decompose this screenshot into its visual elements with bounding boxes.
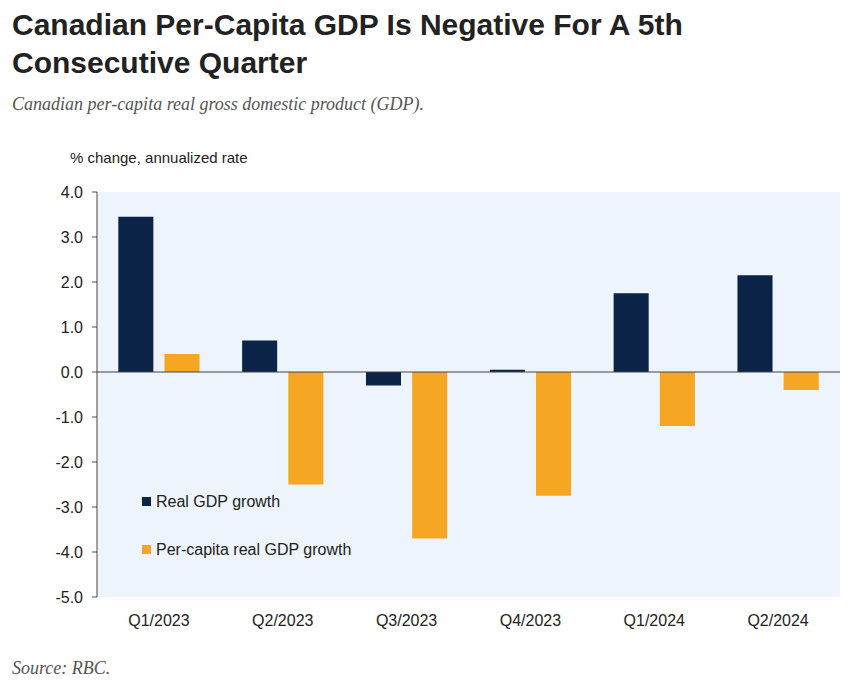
bar <box>784 372 819 390</box>
x-tick-label: Q1/2023 <box>128 612 189 629</box>
tick-mark <box>92 462 97 463</box>
bar <box>660 372 695 426</box>
x-tick-label: Q3/2023 <box>376 612 437 629</box>
chart: 4.0 3.0 2.0 1.0 0.0 -1.0 -2.0 -3.0 -4.0 -5.0 % cha… <box>0 0 856 687</box>
bar <box>614 293 649 372</box>
title: Canadian Per-Capita GDP Is Negative For … <box>12 6 832 82</box>
bar <box>288 372 323 485</box>
y-tick-label: -1.0 <box>55 409 83 426</box>
x-tick-label: Q4/2023 <box>500 612 561 629</box>
y-tick-label: 1.0 <box>61 319 83 336</box>
bar <box>366 372 401 386</box>
source: Source: RBC. <box>12 658 110 679</box>
y-tick-label: -5.0 <box>55 589 83 606</box>
x-tick-label: Q2/2024 <box>747 612 808 629</box>
tick-mark <box>92 507 97 508</box>
plot-background <box>97 192 840 597</box>
tick-mark <box>92 327 97 328</box>
legend-label: Real GDP growth <box>156 493 280 510</box>
tick-mark <box>92 237 97 238</box>
tick-mark <box>92 282 97 283</box>
bar <box>536 372 571 496</box>
bar <box>412 372 447 539</box>
y-tick-label: 2.0 <box>61 274 83 291</box>
y-tick-label: -2.0 <box>55 454 83 471</box>
y-axis-line <box>97 192 98 597</box>
bar <box>242 341 277 373</box>
y-tick-label: -4.0 <box>55 544 83 561</box>
bar <box>118 217 153 372</box>
tick-mark <box>92 597 97 598</box>
y-tick-label: -3.0 <box>55 499 83 516</box>
zero-line <box>97 372 840 373</box>
y-tick-label: 4.0 <box>61 184 83 201</box>
tick-mark <box>92 552 97 553</box>
y-tick-label: 3.0 <box>61 229 83 246</box>
y-tick-label: 0.0 <box>61 364 83 381</box>
y-axis-label: % change, annualized rate <box>70 149 248 166</box>
tick-mark <box>92 417 97 418</box>
x-tick-label: Q1/2024 <box>624 612 685 629</box>
bar <box>737 275 772 372</box>
legend-swatch <box>142 545 151 554</box>
tick-mark <box>92 192 97 193</box>
bar <box>164 354 199 372</box>
legend-label: Per-capita real GDP growth <box>156 541 351 558</box>
tick-mark <box>92 372 97 373</box>
x-tick-label: Q2/2023 <box>252 612 313 629</box>
legend-swatch <box>142 497 151 506</box>
subtitle: Canadian per-capita real gross domestic … <box>12 94 424 115</box>
